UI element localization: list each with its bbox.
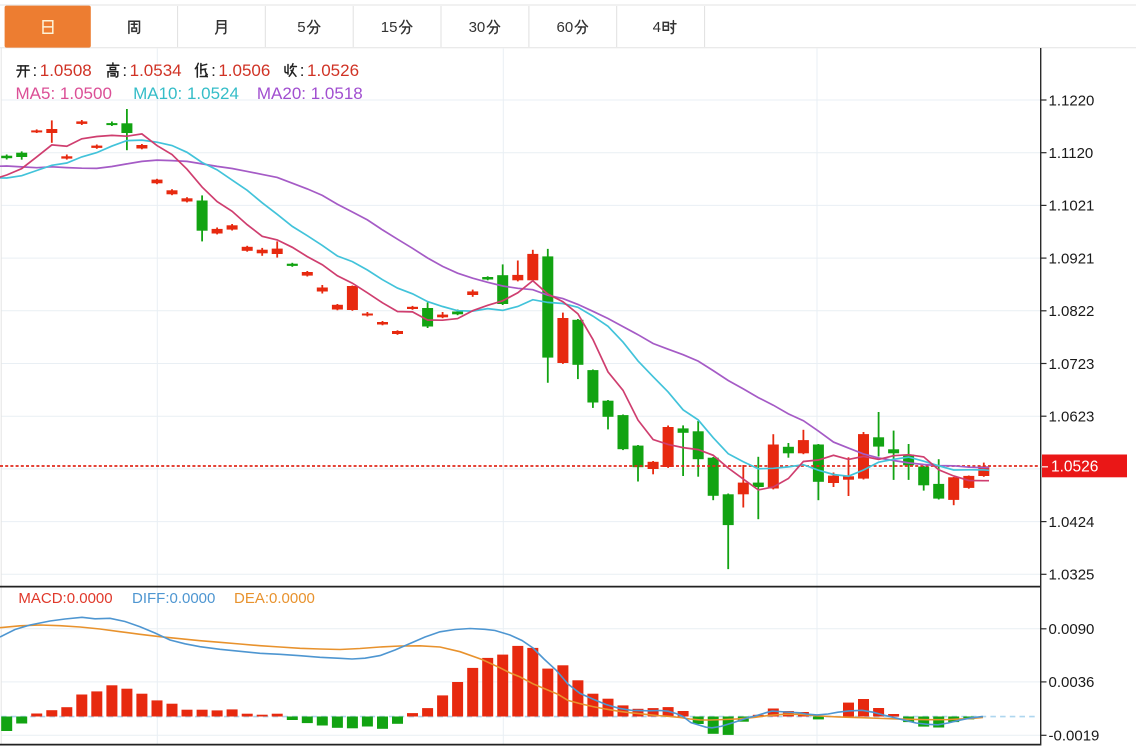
svg-text::1.0534: :1.0534 — [122, 61, 181, 80]
svg-text:DEA:0.0000: DEA:0.0000 — [234, 590, 315, 607]
svg-text::1.0506: :1.0506 — [211, 61, 270, 80]
svg-text:0.0090: 0.0090 — [1049, 621, 1095, 638]
svg-text:30: 30 — [469, 19, 486, 36]
svg-text:MA5: 1.0500: MA5: 1.0500 — [16, 84, 112, 103]
svg-text:1.0424: 1.0424 — [1049, 514, 1095, 531]
svg-text:1.0921: 1.0921 — [1049, 250, 1095, 267]
svg-text::1.0526: :1.0526 — [300, 61, 359, 80]
svg-text:DIFF:0.0000: DIFF:0.0000 — [132, 590, 215, 607]
svg-text:5: 5 — [297, 19, 305, 36]
svg-text:1.0723: 1.0723 — [1049, 356, 1095, 373]
svg-text:1.0325: 1.0325 — [1049, 567, 1095, 584]
svg-text:60: 60 — [557, 19, 574, 36]
svg-text:1.0526: 1.0526 — [1051, 459, 1098, 476]
svg-text:-0.0019: -0.0019 — [1049, 728, 1100, 745]
svg-text:1.1021: 1.1021 — [1049, 198, 1095, 215]
svg-text:MA20: 1.0518: MA20: 1.0518 — [257, 84, 363, 103]
svg-text:15: 15 — [381, 19, 398, 36]
svg-text:MA10: 1.0524: MA10: 1.0524 — [133, 84, 239, 103]
svg-text:4: 4 — [653, 19, 661, 36]
svg-text:1.1120: 1.1120 — [1049, 145, 1094, 162]
svg-text::1.0508: :1.0508 — [33, 61, 92, 80]
svg-text:1.0822: 1.0822 — [1049, 303, 1095, 320]
svg-text:1.1220: 1.1220 — [1049, 92, 1095, 109]
svg-text:1.0623: 1.0623 — [1049, 409, 1095, 426]
svg-text:0.0036: 0.0036 — [1049, 674, 1095, 691]
svg-text:MACD:0.0000: MACD:0.0000 — [18, 590, 112, 607]
